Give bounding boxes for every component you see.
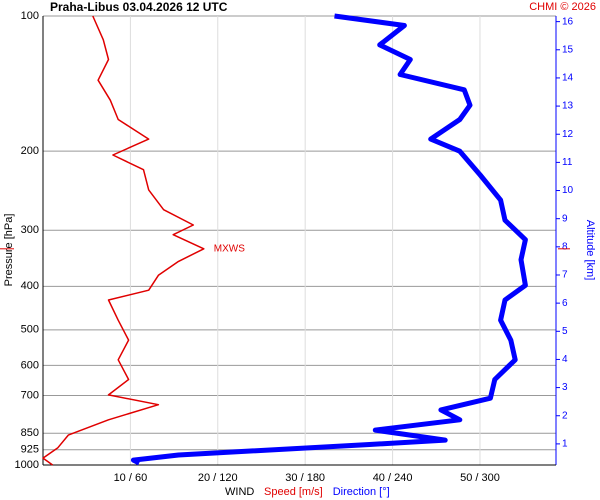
y2-tick-label: 8 — [562, 241, 568, 252]
y2-tick-label: 11 — [562, 157, 573, 168]
x-tick-label: 30 / 180 — [285, 472, 325, 484]
y2-tick-label: 13 — [562, 101, 574, 112]
x-tick-label: 10 / 60 — [114, 472, 148, 484]
y2-axis-label: Altitude [km] — [584, 220, 596, 281]
y2-tick-label: 10 — [562, 185, 574, 196]
y-tick-label: 400 — [21, 280, 39, 292]
y2-tick-label: 7 — [562, 270, 568, 281]
y-tick-label: 300 — [21, 224, 39, 236]
y-tick-label: 200 — [21, 145, 39, 157]
y2-tick-label: 2 — [562, 410, 568, 421]
legend-entry: Direction [°] — [333, 486, 390, 498]
y-tick-label: 600 — [21, 359, 39, 371]
x-axis-label: WIND — [225, 486, 254, 498]
series-line — [42, 15, 205, 466]
y2-tick-label: 9 — [562, 213, 568, 224]
chart-title: Praha-Libus 03.04.2026 12 UTC — [50, 0, 228, 14]
y2-tick-label: 1 — [562, 439, 568, 450]
x-tick-label: 40 / 240 — [373, 472, 413, 484]
y2-tick-label: 15 — [562, 44, 574, 55]
legend-entry: Speed [m/s] — [264, 486, 323, 498]
y-axis-label: Pressure [hPa] — [3, 214, 15, 287]
x-tick-label: 20 / 120 — [198, 472, 238, 484]
credit: CHMI © 2026 — [529, 1, 596, 13]
y2-tick-label: 12 — [562, 129, 574, 140]
y-tick-label: 850 — [21, 427, 39, 439]
y2-tick-label: 3 — [562, 382, 568, 393]
annotation: MXWS — [214, 243, 245, 254]
y2-tick-label: 14 — [562, 73, 574, 84]
x-tick-label: 50 / 300 — [460, 472, 500, 484]
y2-tick-label: 6 — [562, 298, 568, 309]
y2-tick-label: 4 — [562, 354, 568, 365]
series-line — [130, 13, 528, 466]
y-tick-label: 500 — [21, 324, 39, 336]
y2-tick-label: 5 — [562, 326, 568, 337]
y-tick-label: 1000 — [15, 459, 39, 471]
y2-tick-label: 16 — [562, 16, 574, 27]
y-tick-label: 925 — [21, 444, 39, 456]
y-tick-label: 100 — [21, 10, 39, 22]
y-tick-label: 700 — [21, 389, 39, 401]
